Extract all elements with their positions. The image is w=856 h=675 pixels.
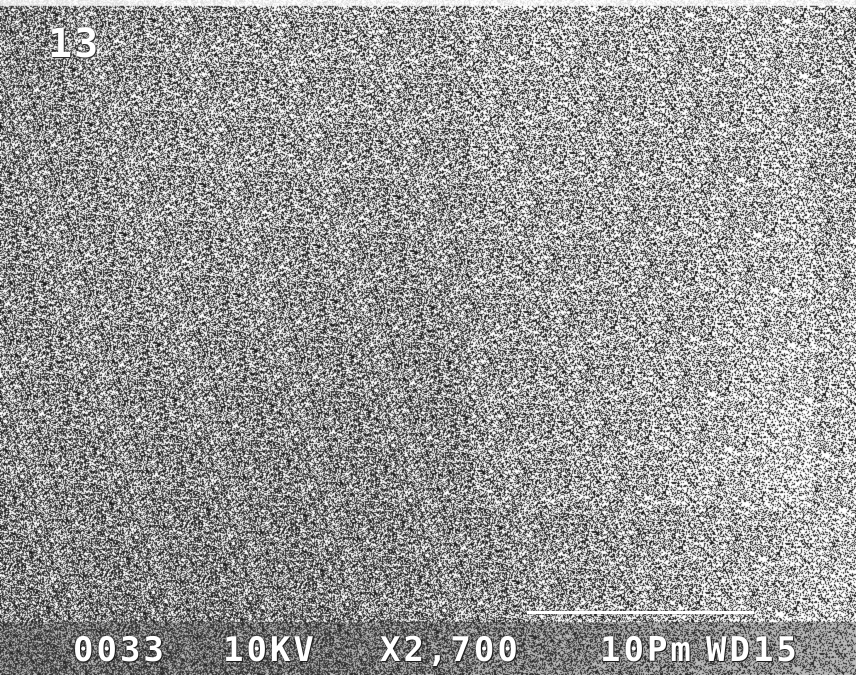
accelerating-voltage: 10KV	[223, 630, 317, 670]
working-distance: WD15	[706, 630, 800, 670]
scale-bar	[527, 611, 754, 614]
scale-label: 10Pm	[600, 630, 694, 670]
panel-label: 13	[48, 21, 101, 67]
image-number: 0033	[73, 630, 167, 670]
info-bar	[0, 622, 856, 675]
magnification: X2,700	[380, 630, 521, 670]
